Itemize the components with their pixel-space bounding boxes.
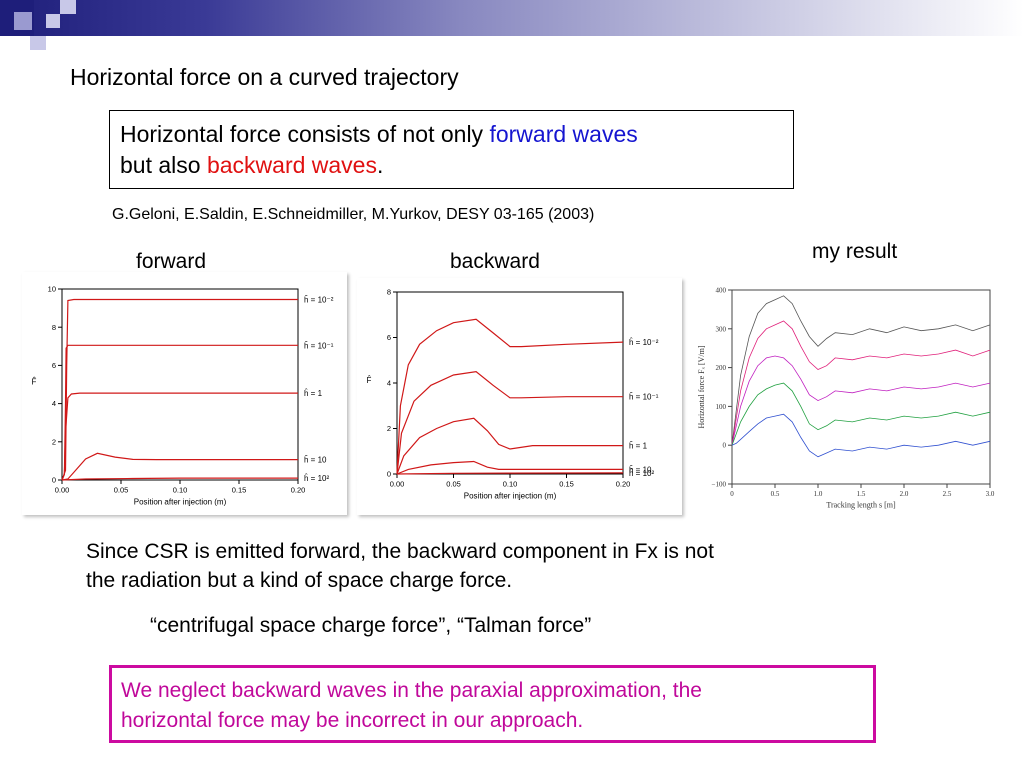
series-line-4 [61, 452, 298, 481]
series-line-2 [396, 370, 623, 475]
csr-explanation: Since CSR is emitted forward, the backwa… [86, 537, 886, 595]
series-line-3 [396, 417, 623, 475]
y-tick-label: 300 [716, 325, 727, 333]
y-tick-label: 2 [52, 437, 56, 446]
y-tick-label: 400 [716, 286, 727, 294]
series-line-1 [731, 295, 991, 446]
csr-line-1: Since CSR is emitted forward, the backwa… [86, 540, 714, 563]
x-tick-label: 0.15 [559, 480, 574, 489]
force-names: “centrifugal space charge force”, “Talma… [150, 614, 592, 637]
backward-chart-panel: 0.00 0.05 0.10 0.15 0.20 0 2 4 6 8 Position after … [357, 278, 682, 515]
y-axis-label: Horizontal force Fₓ [V/m] [697, 345, 706, 428]
y-tick-label: 2 [387, 424, 391, 433]
x-axis-label: Position after injection (m) [464, 492, 557, 501]
claim-suffix: . [376, 152, 384, 178]
series-line-4 [731, 382, 991, 446]
x-tick-label: 0 [730, 490, 734, 498]
series-line-5 [731, 413, 991, 458]
csr-line-2: the radiation but a kind of space charge… [86, 569, 513, 592]
claim-box: Horizontal force consists of not only fo… [109, 110, 794, 189]
panel-label-backward: backward [450, 250, 540, 273]
series-label-1: ĥ = 10⁻² [629, 338, 659, 347]
x-tick-label: 2.5 [943, 490, 952, 498]
series-label-2: ĥ = 10⁻¹ [304, 341, 334, 350]
note-box: We neglect backward waves in the paraxia… [109, 665, 876, 743]
x-tick-label: 0.10 [173, 486, 188, 495]
forward-chart-panel: 0.00 0.05 0.10 0.15 0.20 0 2 4 6 8 10 Position afte… [22, 272, 347, 515]
claim-prefix: Horizontal force consists of not only [120, 121, 490, 147]
x-tick-label: 0.20 [291, 486, 306, 495]
x-tick-label: 2.0 [900, 490, 909, 498]
header-square-pale-bottom [30, 36, 46, 50]
x-axis-label: Tracking length s [m] [826, 500, 896, 509]
x-tick-label: 1.5 [857, 490, 866, 498]
y-tick-label: 0 [52, 476, 56, 485]
note-line-2: horizontal force may be incorrect in our… [121, 709, 584, 732]
x-tick-label: 0.10 [503, 480, 518, 489]
plot-frame [396, 291, 624, 475]
y-tick-label: 10 [48, 285, 56, 294]
x-tick-label: 0.00 [55, 486, 70, 495]
y-tick-label: −100 [712, 480, 727, 488]
x-tick-label: 1.0 [814, 490, 823, 498]
series-label-4: ĥ = 10 [304, 456, 327, 465]
claim-forward: forward waves [489, 121, 638, 147]
series-label-1: ĥ = 10⁻² [304, 296, 334, 305]
x-tick-label: 0.05 [446, 480, 461, 489]
x-axis-label: Position after injection (m) [134, 498, 227, 507]
series-label-4: ĥ = 10 [629, 465, 652, 474]
y-tick-label: 6 [387, 333, 391, 342]
header-square-pale [46, 14, 60, 28]
header-square-light [14, 12, 32, 30]
x-tick-label: 0.5 [771, 490, 780, 498]
y-tick-label: 0 [723, 442, 727, 450]
citation: G.Geloni, E.Saldin, E.Schneidmiller, M.Y… [112, 206, 595, 223]
y-tick-label: 8 [52, 323, 56, 332]
y-tick-label: 8 [387, 288, 391, 297]
series-label-2: ĥ = 10⁻¹ [629, 393, 659, 402]
series-line-3 [61, 392, 298, 481]
plot-frame [61, 288, 299, 481]
y-tick-label: 100 [716, 403, 727, 411]
x-tick-label: 0.20 [616, 480, 631, 489]
series-label-3: ĥ = 1 [629, 442, 648, 451]
claim-line2-prefix: but also [120, 152, 207, 178]
y-tick-label: 200 [716, 364, 727, 372]
x-tick-label: 0.00 [390, 480, 405, 489]
y-axis-label: F̂ [32, 378, 37, 387]
series-line-5 [61, 477, 298, 481]
header-square-pale-top [60, 0, 76, 14]
series-line-3 [731, 355, 991, 446]
y-tick-label: 6 [52, 361, 56, 370]
panel-label-forward: forward [136, 250, 207, 273]
header-gradient-bar [0, 0, 1024, 36]
x-tick-label: 0.05 [114, 486, 129, 495]
x-tick-label: 0.15 [232, 486, 247, 495]
panel-label-my-result: my result [812, 240, 898, 263]
y-tick-label: 4 [387, 379, 391, 388]
series-line-1 [396, 318, 624, 475]
series-label-3: ĥ = 1 [304, 389, 323, 398]
forward-chart: 0.00 0.05 0.10 0.15 0.20 0 2 4 6 8 10 Position afte… [32, 285, 334, 507]
note-line-1: We neglect backward waves in the paraxia… [121, 679, 702, 702]
my-result-chart: 0 0.5 1.0 1.5 2.0 2.5 3.0−1000100200300400Trac… [697, 286, 995, 509]
series-line-5 [396, 472, 624, 475]
slide-title: Horizontal force on a curved trajectory [70, 64, 459, 90]
x-tick-label: 3.0 [986, 490, 995, 498]
y-tick-label: 0 [387, 470, 391, 479]
series-line-4 [396, 460, 623, 475]
y-tick-label: 4 [52, 399, 56, 408]
y-axis-label: F̂ [367, 376, 372, 385]
my-result-chart-panel: 0 0.5 1.0 1.5 2.0 2.5 3.0 −100 0 100 200 300 400 Trac… [690, 276, 998, 512]
claim-backward: backward waves [206, 152, 377, 178]
backward-chart: 0.00 0.05 0.10 0.15 0.20 0 2 4 6 8 Position after … [367, 288, 659, 501]
series-label-5: ĥ = 10² [629, 469, 654, 478]
series-line-2 [731, 320, 991, 446]
series-label-5: ĥ = 10² [304, 474, 329, 483]
